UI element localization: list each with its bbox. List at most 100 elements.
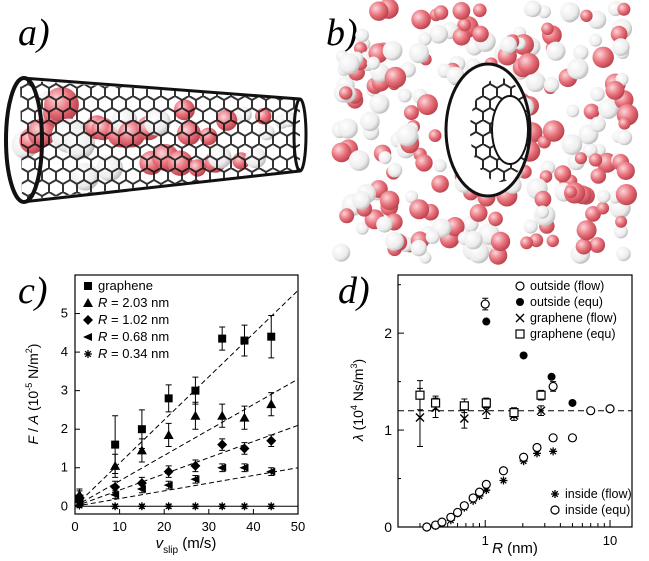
atom: [433, 159, 447, 173]
atom: [539, 170, 553, 183]
data-point: [415, 412, 425, 422]
data-point: [568, 398, 577, 407]
data-point: [474, 487, 485, 497]
legend-label: outside (equ): [530, 295, 603, 309]
x-tick-label: 30: [202, 519, 216, 534]
atom: [583, 103, 600, 120]
chart-d-frame: [397, 274, 633, 528]
atom: [369, 1, 389, 21]
data-point: [267, 332, 276, 341]
atom: [573, 44, 589, 61]
data-point: [468, 493, 478, 503]
x-tick-label: 0: [71, 519, 78, 534]
atom: [452, 2, 471, 20]
atom: [431, 175, 449, 193]
atom: [588, 153, 603, 167]
legend-marker: [83, 333, 92, 341]
atom: [355, 28, 369, 43]
data-point: [164, 394, 173, 403]
panel-a-label: a): [18, 12, 50, 54]
data-point: [266, 467, 276, 476]
atom: [332, 243, 351, 262]
atom: [576, 220, 597, 241]
atom: [452, 27, 471, 46]
data-point: [137, 502, 146, 511]
atom: [618, 117, 631, 130]
atom: [616, 161, 635, 180]
legend-marker: [84, 282, 92, 290]
data-point: [75, 501, 84, 510]
atom: [615, 184, 638, 206]
panel-b-label: b): [326, 12, 358, 54]
atom: [520, 236, 533, 250]
legend-label: graphene (equ): [530, 327, 615, 341]
atom: [469, 204, 488, 222]
y-tick-label: 3: [61, 383, 68, 398]
data-point: [163, 481, 173, 490]
atom: [574, 152, 588, 165]
x-tick-label: 10: [112, 519, 126, 534]
legend-marker: [84, 350, 92, 358]
atom: [416, 94, 438, 116]
atom: [560, 2, 580, 22]
data-point: [136, 445, 147, 455]
atom: [575, 238, 592, 255]
panel-d-label: d): [338, 270, 370, 312]
data-point: [240, 336, 249, 345]
data-point: [480, 299, 490, 309]
data-point: [191, 502, 200, 511]
legend-marker: [550, 505, 560, 515]
atom: [610, 25, 628, 43]
atom: [613, 224, 628, 239]
atom: [464, 230, 483, 250]
data-point: [549, 447, 558, 456]
data-point: [567, 433, 578, 443]
atom: [338, 53, 360, 75]
data-point: [446, 512, 456, 522]
legend-label: R = 1.02 nm: [98, 312, 169, 327]
atom: [425, 230, 440, 244]
data-point: [482, 486, 491, 495]
atom: [408, 42, 430, 64]
data-point: [217, 439, 228, 450]
x-tick-label: 20: [157, 519, 171, 534]
data-point: [136, 484, 146, 493]
data-point: [190, 410, 201, 420]
chart-c-ticks: 0 10 20 30 40 50 0 1 2 3 4 5: [61, 306, 305, 534]
atom: [500, 36, 517, 54]
panel-b-water-outside-image: [331, 0, 639, 265]
legend-marker: [83, 315, 93, 325]
data-point: [519, 452, 529, 462]
data-point: [191, 386, 200, 395]
atom: [541, 22, 554, 36]
atom: [405, 190, 419, 204]
atom: [597, 189, 611, 203]
chart-d: 1 10 0 1 2 outside (flow) outside (equ) graphe…: [349, 274, 633, 557]
legend-marker: [83, 298, 93, 307]
data-point: [452, 507, 463, 518]
atom: [598, 98, 619, 119]
atom: [339, 208, 355, 224]
data-point: [430, 398, 441, 408]
atom: [352, 191, 371, 210]
chart-c-frame: [74, 274, 299, 515]
atom: [534, 190, 552, 208]
atom: [580, 9, 593, 22]
atom: [429, 24, 448, 44]
atom: [542, 120, 565, 142]
data-point: [239, 412, 250, 422]
atom: [382, 40, 403, 61]
data-point: [536, 406, 546, 416]
chart-c: 0 10 20 30 40 50 0 1 2 3 4 5 graphene R = 2.03 nm R =…: [24, 274, 305, 556]
data-point: [481, 479, 491, 489]
atom: [410, 239, 427, 257]
atom: [567, 58, 589, 80]
legend-label: R = 0.34 nm: [98, 346, 169, 361]
atom: [590, 116, 606, 133]
atom: [418, 32, 432, 46]
atom: [524, 0, 542, 18]
atom: [589, 33, 602, 47]
y-tick-label: 5: [61, 306, 68, 321]
x-tick-label: 40: [246, 519, 260, 534]
legend-marker: [516, 298, 524, 306]
